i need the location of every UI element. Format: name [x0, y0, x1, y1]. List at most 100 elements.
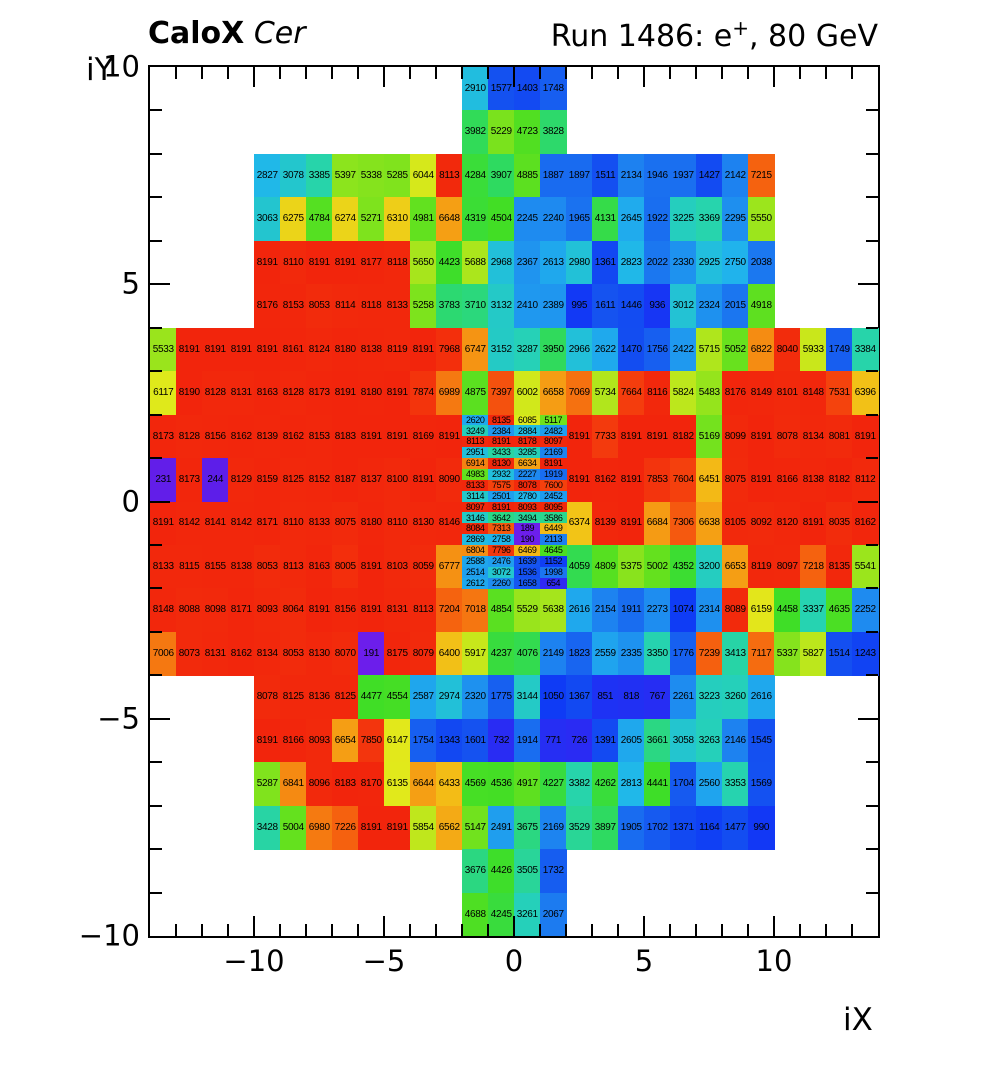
y-tick-mirror	[858, 283, 878, 286]
cell-value: 7239	[698, 647, 720, 659]
cell-value: 6648	[438, 213, 460, 225]
heatmap-cell: 3353	[722, 762, 749, 807]
heatmap-cell: 2314	[696, 588, 723, 633]
cell-value: 5483	[698, 387, 720, 399]
cell-value: 8146	[438, 517, 460, 529]
heatmap-cell: 732	[488, 718, 515, 763]
heatmap-cell: 8162	[852, 501, 879, 546]
heatmap-cell: 6275	[280, 197, 307, 242]
cell-value: 3505	[516, 865, 538, 877]
cell-value: 8177	[360, 256, 382, 268]
cell-value: 8081	[828, 430, 850, 442]
heatmap-cell: 4554	[384, 675, 411, 720]
heatmap-cell: 851	[592, 675, 619, 720]
heatmap-cell: 2823	[618, 240, 645, 285]
cell-value: 3152	[490, 343, 512, 355]
heatmap-cell: 7215	[748, 153, 775, 198]
heatmap-cell: 8191	[176, 327, 203, 372]
cell-value: 8191	[308, 256, 330, 268]
cell-value: 8191	[386, 387, 408, 399]
heatmap-cell: 8191	[800, 501, 827, 546]
heatmap-cell: 8092	[748, 501, 775, 546]
cell-value: 4635	[828, 604, 850, 616]
x-axis-title: iX	[843, 1002, 873, 1038]
cell-value: 2925	[698, 256, 720, 268]
heatmap-cell: 8176	[722, 371, 749, 416]
y-tick	[150, 152, 162, 155]
cell-value: 8092	[750, 517, 772, 529]
heatmap-cell: 2330	[670, 240, 697, 285]
cell-value: 8191	[750, 430, 772, 442]
cell-value: 990	[753, 821, 770, 833]
heatmap-cell: 8088	[176, 588, 203, 633]
heatmap-cell: 3382	[566, 762, 593, 807]
cell-value: 8110	[283, 517, 304, 529]
cell-value: 4854	[490, 604, 512, 616]
heatmap-cell: 8163	[254, 371, 281, 416]
cell-value: 2932	[492, 469, 511, 480]
heatmap-cell: 1887	[540, 153, 567, 198]
heatmap-cell: 4458	[774, 588, 801, 633]
cell-value: 8129	[230, 474, 252, 486]
y-tick	[150, 196, 162, 199]
heatmap-cell: 6980	[306, 805, 333, 850]
cell-value: 2261	[672, 691, 694, 703]
heatmap-cell: 4262	[592, 762, 619, 807]
heatmap-cell: 8141	[202, 501, 229, 546]
y-tick-mirror	[858, 717, 878, 720]
cell-value: 8183	[334, 430, 356, 442]
cell-value: 5854	[412, 821, 434, 833]
cell-value: 3710	[464, 300, 486, 312]
cell-value: 8176	[256, 300, 278, 312]
cell-value: 2758	[492, 534, 511, 545]
x-tick-mirror	[799, 67, 801, 79]
cell-value: 6654	[334, 734, 356, 746]
heatmap-cell: 8153	[280, 284, 307, 329]
cell-value: 7531	[828, 387, 850, 399]
heatmap-cell: 1776	[670, 631, 697, 676]
heatmap-cell: 1732	[540, 849, 567, 894]
cell-value: 3132	[490, 300, 512, 312]
cell-value: 7733	[594, 430, 616, 442]
heatmap-cell: 8191	[618, 501, 645, 546]
heatmap-cell: 8131	[228, 371, 255, 416]
heatmap-cell: 1367	[566, 675, 593, 720]
cell-value: 3350	[646, 647, 668, 659]
cell-value: 5169	[698, 430, 720, 442]
y-tick-mirror	[866, 587, 878, 590]
heatmap-cell: 7850	[358, 718, 385, 763]
heatmap-fine-cell: 6914	[462, 458, 489, 470]
cell-value: 8070	[334, 647, 356, 659]
cell-value: 8191	[386, 430, 408, 442]
heatmap-cell: 8105	[722, 501, 749, 546]
cell-value: 8119	[751, 560, 772, 572]
heatmap-cell: 8110	[280, 240, 307, 285]
heatmap-cell: 5147	[462, 805, 489, 850]
x-tick-mirror	[773, 67, 775, 87]
heatmap-cell: 4688	[462, 892, 489, 937]
heatmap-cell: 4441	[644, 762, 671, 807]
cell-value: 2910	[464, 82, 486, 94]
x-tick-mirror	[331, 67, 333, 79]
cell-value: 1776	[672, 647, 694, 659]
cell-value: 8153	[282, 300, 304, 312]
heatmap-cell: 7218	[800, 544, 827, 589]
heatmap-cell: 8162	[228, 414, 255, 459]
heatmap-fine-cell: 190	[514, 534, 541, 546]
cell-value: 8191	[204, 343, 226, 355]
heatmap-cell: 3385	[306, 153, 333, 198]
y-tick-label: −10	[78, 918, 140, 953]
heatmap-cell: 8093	[254, 588, 281, 633]
heatmap-fine-cell: 1152	[540, 555, 567, 568]
cell-value: 1427	[698, 169, 720, 181]
heatmap-cell: 2022	[644, 240, 671, 285]
heatmap-fine-cell: 8130	[488, 458, 515, 470]
cell-value: 8191	[568, 474, 590, 486]
x-tick-mirror	[643, 67, 645, 87]
heatmap-cell: 2273	[644, 588, 671, 633]
cell-value: 8191	[412, 474, 434, 486]
heatmap-fine-cell: 4645	[540, 544, 567, 557]
heatmap-cell: 8170	[358, 762, 385, 807]
heatmap-cell: 3413	[722, 631, 749, 676]
heatmap-cell: 8124	[306, 327, 333, 372]
